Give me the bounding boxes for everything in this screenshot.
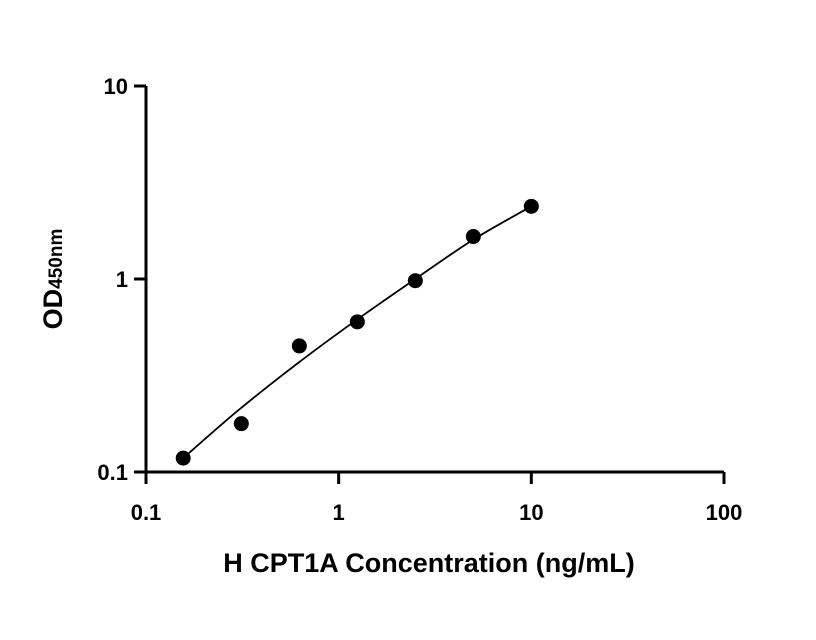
- x-tick-label: 100: [706, 500, 743, 525]
- y-tick-label: 1: [116, 267, 128, 292]
- y-axis-title-main: OD: [38, 289, 68, 330]
- data-points: [175, 198, 539, 466]
- y-axis-title: OD450nm: [38, 229, 68, 330]
- data-point: [233, 416, 249, 432]
- data-point: [175, 450, 191, 466]
- x-tick-label: 0.1: [131, 500, 162, 525]
- data-point: [465, 229, 481, 245]
- y-tick-label: 10: [104, 74, 128, 99]
- x-tick-label: 10: [519, 500, 543, 525]
- y-axis-title-subscript: 450nm: [46, 229, 67, 289]
- x-axis-title: H CPT1A Concentration (ng/mL): [223, 548, 635, 578]
- data-point: [523, 198, 539, 214]
- data-point: [407, 273, 423, 289]
- x-tick-label: 1: [333, 500, 345, 525]
- ticks: 0.1 1 10 100 0.1 1 10: [97, 74, 742, 525]
- y-tick-label: 0.1: [97, 460, 128, 485]
- data-point: [291, 338, 307, 354]
- data-point: [349, 314, 365, 330]
